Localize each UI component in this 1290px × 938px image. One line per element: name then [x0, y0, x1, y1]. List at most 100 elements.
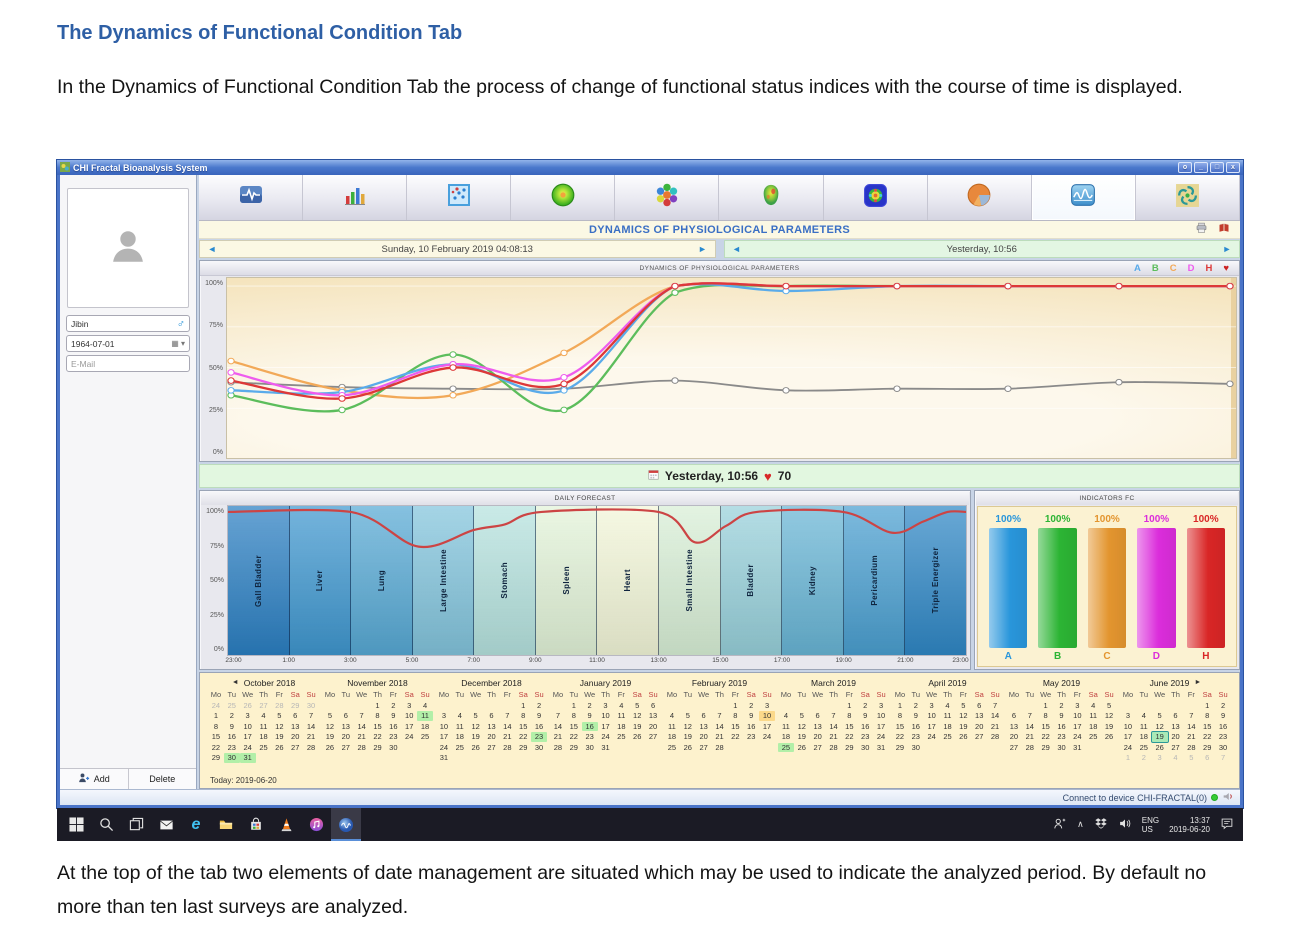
calendar-day[interactable]: 16 — [581, 721, 598, 731]
calendar-day[interactable]: 11 — [1089, 711, 1098, 720]
calendar-day[interactable]: 27 — [648, 732, 658, 741]
calendar-day[interactable]: 17 — [927, 721, 936, 731]
calendar-day[interactable]: 6 — [293, 711, 298, 720]
calendar-day[interactable]: 3 — [1125, 711, 1130, 720]
calendar-day[interactable]: 5 — [635, 700, 640, 710]
book-icon[interactable] — [1217, 221, 1231, 239]
calendar-day[interactable]: 8 — [1205, 711, 1210, 720]
calendar-day[interactable]: 7 — [831, 711, 836, 720]
calendar-day[interactable]: 30 — [534, 742, 544, 752]
chi-app-icon[interactable] — [331, 808, 361, 841]
calendar-day[interactable]: 7 — [555, 711, 560, 720]
start-date-next-arrow-icon[interactable]: ► — [698, 244, 707, 254]
calendar-day[interactable]: 3 — [929, 700, 934, 710]
calendar-day[interactable]: 8 — [375, 711, 380, 720]
calendar-day[interactable]: 25 — [259, 742, 268, 752]
calendar-day[interactable]: 9 — [587, 711, 592, 720]
calendar-day[interactable]: 16 — [534, 721, 544, 731]
calendar-day[interactable]: 15 — [1203, 721, 1212, 731]
tab-dynamics[interactable] — [1031, 175, 1136, 220]
calendar-day[interactable]: 6 — [1173, 711, 1178, 720]
calendar-day[interactable]: 20 — [1009, 732, 1019, 741]
calendar-day[interactable]: 21 — [715, 732, 724, 741]
calendar-day[interactable]: 14 — [990, 711, 1000, 720]
calendar-day[interactable]: 23 — [911, 732, 920, 741]
calendar-day[interactable]: 5 — [685, 711, 690, 720]
tray-button[interactable]: o — [1178, 162, 1192, 173]
calendar-day[interactable]: 17 — [762, 721, 772, 731]
start-date-prev-arrow-icon[interactable]: ◄ — [207, 244, 217, 254]
calendar-day[interactable]: 25 — [667, 742, 677, 752]
patient-dob-field[interactable]: 1964-07-01 ▦ ▾ — [66, 335, 190, 352]
calendar-day[interactable]: 9 — [536, 711, 542, 720]
calendar-day[interactable]: 31 — [1073, 742, 1082, 752]
calendar-day[interactable]: 28 — [715, 742, 724, 752]
calendar-day[interactable]: 30 — [223, 753, 240, 763]
printer-icon[interactable] — [1195, 221, 1208, 239]
patient-photo-placeholder[interactable] — [67, 188, 189, 308]
calendar-day[interactable]: 10 — [876, 711, 886, 720]
calendar-day[interactable]: 4 — [457, 711, 462, 720]
calendar-day[interactable]: 21 — [306, 732, 316, 741]
calendar-day[interactable]: 13 — [291, 721, 300, 731]
calendar-day[interactable]: 15 — [1041, 721, 1050, 731]
end-date-prev-arrow-icon[interactable]: ◄ — [732, 244, 741, 254]
end-date-label[interactable]: Yesterday, 10:56 — [946, 243, 1017, 255]
calendar-day[interactable]: 28 — [1025, 742, 1034, 752]
calendar-day[interactable]: 15 — [845, 721, 854, 731]
calendar-day[interactable]: 19 — [959, 721, 968, 731]
calendar-day[interactable]: 13 — [975, 711, 984, 720]
calendar-day[interactable]: 6 — [815, 711, 820, 720]
tab-bar-chart[interactable] — [303, 175, 408, 220]
calendar-day[interactable]: 18 — [943, 721, 952, 731]
calendar-day[interactable]: 13 — [813, 721, 822, 731]
calendar-day[interactable]: 9 — [863, 711, 868, 720]
calendar-day[interactable]: 9 — [749, 711, 754, 720]
calendar-day[interactable]: 12 — [325, 721, 335, 731]
calendar-day[interactable]: 19 — [1104, 721, 1114, 731]
calendar-day[interactable]: 7 — [359, 711, 364, 720]
calendar-day[interactable]: 10 — [927, 711, 936, 720]
calendar-day[interactable]: 30 — [1057, 742, 1066, 752]
calendar-day[interactable]: 20 — [487, 732, 496, 741]
calendar-day[interactable]: 29 — [569, 742, 578, 752]
calendar-day[interactable]: 22 — [895, 732, 905, 741]
calendar-day[interactable]: 19 — [683, 732, 692, 741]
calendar-day[interactable]: 6 — [343, 711, 348, 720]
tab-pinwheel[interactable] — [1136, 175, 1240, 220]
calendar-day[interactable]: 10 — [439, 721, 449, 731]
calendar-day[interactable]: 9 — [229, 721, 234, 731]
notification-icon[interactable] — [1220, 817, 1234, 832]
calendar-day[interactable]: 14 — [829, 721, 838, 731]
calendar-day[interactable]: 25 — [420, 732, 430, 741]
calendar-day[interactable]: 13 — [1171, 721, 1180, 731]
calendar-day[interactable]: 8 — [1043, 711, 1048, 720]
calendar-day[interactable]: 5 — [1189, 753, 1194, 762]
calendar-day[interactable]: 6 — [1011, 711, 1016, 720]
vlc-icon[interactable] — [271, 808, 301, 841]
calendar-day[interactable]: 26 — [1104, 732, 1114, 741]
search-icon[interactable] — [91, 808, 121, 841]
calendar-day[interactable]: 2 — [863, 700, 868, 710]
calendar-day[interactable]: 14 — [1025, 721, 1034, 731]
calendar-day[interactable]: 15 — [519, 721, 528, 731]
calendar-day[interactable]: 21 — [990, 721, 1000, 731]
calendar-day[interactable]: 25 — [778, 742, 794, 752]
calendar-day[interactable]: 1 — [1205, 700, 1210, 710]
calendar-day[interactable]: 11 — [1139, 721, 1148, 731]
calendar-day[interactable]: 24 — [1073, 732, 1082, 741]
calendar-day[interactable]: 21 — [357, 732, 366, 741]
calendar-day[interactable]: 16 — [1218, 721, 1228, 731]
calendar-day[interactable]: 14 — [357, 721, 366, 731]
calendar-day[interactable]: 19 — [325, 732, 335, 741]
calendar-day[interactable]: 4 — [1173, 753, 1178, 762]
calendar-day[interactable]: 4 — [1091, 700, 1096, 710]
calendar-day[interactable]: 30 — [911, 742, 920, 752]
calendar-day[interactable]: 12 — [1104, 711, 1114, 720]
calendar-day[interactable]: 2 — [1059, 700, 1064, 710]
calendar-day[interactable]: 22 — [731, 732, 740, 741]
calendar-day[interactable]: 28 — [306, 742, 316, 752]
calendar-day[interactable]: 7 — [505, 711, 510, 720]
calendar-day[interactable]: 12 — [797, 721, 806, 731]
calendar-day[interactable]: 20 — [291, 732, 300, 741]
